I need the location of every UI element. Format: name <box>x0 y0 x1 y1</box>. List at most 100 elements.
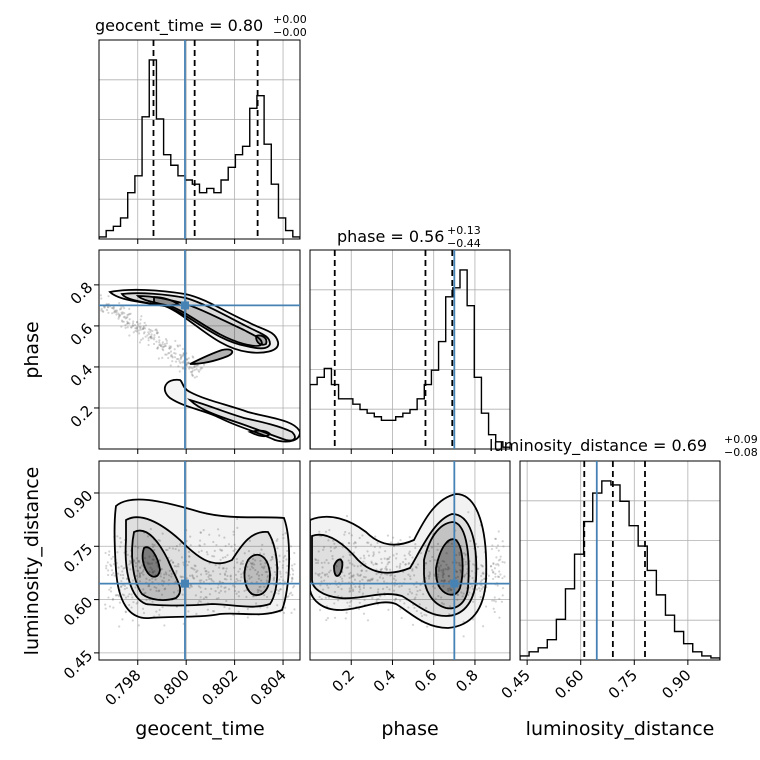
sample-point <box>136 325 139 329</box>
sample-point <box>200 549 203 553</box>
sample-point <box>320 580 323 583</box>
sample-point <box>348 590 351 593</box>
sample-point <box>107 295 110 298</box>
sample-point <box>424 607 428 610</box>
sample-point <box>339 575 342 578</box>
sample-point <box>492 570 495 574</box>
sample-point <box>202 529 205 532</box>
sample-point <box>420 551 423 555</box>
sample-point <box>448 587 451 590</box>
sample-point <box>249 568 252 571</box>
sample-point <box>157 590 160 593</box>
sample-point <box>122 577 125 580</box>
title-geocent-time-minus: −0.00 <box>273 26 307 39</box>
sample-point <box>152 338 156 341</box>
sample-point <box>158 539 162 542</box>
ytick-phase: 0.6 <box>67 320 97 350</box>
sample-point <box>262 553 266 556</box>
sample-point <box>204 620 206 622</box>
sample-point <box>251 558 255 561</box>
sample-point <box>439 564 443 567</box>
sample-point <box>152 342 156 346</box>
sample-point <box>468 591 471 594</box>
sample-point <box>255 573 259 576</box>
sample-point <box>502 545 505 548</box>
sample-point <box>334 545 338 549</box>
sample-point <box>369 586 372 590</box>
sample-point <box>448 605 452 608</box>
sample-point <box>381 577 385 580</box>
sample-point <box>227 588 231 591</box>
sample-point <box>354 541 357 544</box>
sample-point <box>167 579 171 582</box>
sample-point <box>340 588 343 591</box>
sample-point <box>278 554 281 557</box>
sample-point <box>354 546 357 549</box>
sample-point <box>264 562 267 565</box>
sample-point <box>413 598 416 601</box>
sample-point <box>261 663 263 665</box>
sample-point <box>207 575 210 579</box>
sample-point <box>260 590 263 593</box>
sample-point <box>498 616 501 619</box>
sample-point <box>233 543 236 546</box>
sample-point <box>252 595 255 598</box>
sample-point <box>135 330 139 333</box>
sample-point <box>226 554 229 557</box>
sample-point <box>301 699 303 701</box>
sample-point <box>314 558 318 562</box>
sample-point <box>385 565 388 568</box>
sample-point <box>482 571 485 574</box>
sample-point <box>434 597 437 600</box>
sample-point <box>410 592 414 595</box>
sample-point <box>202 580 205 583</box>
sample-point <box>351 563 354 566</box>
sample-point <box>358 536 361 540</box>
sample-point <box>120 565 123 568</box>
sample-point <box>317 574 321 577</box>
sample-point <box>153 585 156 589</box>
sample-point <box>208 577 211 581</box>
sample-point <box>349 554 352 557</box>
sample-point <box>160 345 163 348</box>
sample-point <box>476 545 480 549</box>
sample-point <box>394 597 397 600</box>
sample-point <box>372 551 375 554</box>
sample-point <box>149 328 152 332</box>
sample-point <box>185 358 189 361</box>
sample-point <box>464 554 467 557</box>
sample-point <box>165 548 168 552</box>
sample-point <box>197 550 200 554</box>
sample-point <box>115 311 118 314</box>
sample-point <box>289 690 291 692</box>
sample-point <box>149 335 152 339</box>
sample-point <box>217 629 219 631</box>
sample-point <box>225 567 228 570</box>
panel-frame <box>98 39 301 240</box>
sample-point <box>421 593 425 596</box>
sample-point <box>153 336 156 339</box>
sample-point <box>473 579 476 582</box>
sample-point <box>219 641 221 643</box>
sample-point <box>491 569 494 572</box>
sample-point <box>470 570 474 573</box>
sample-point <box>149 330 152 333</box>
sample-point <box>378 551 381 554</box>
sample-point <box>240 561 243 564</box>
sample-point <box>263 594 266 597</box>
sample-point <box>110 564 113 568</box>
sample-point <box>138 325 141 328</box>
sample-point <box>134 565 138 568</box>
sample-point <box>411 623 415 626</box>
sample-point <box>155 589 158 592</box>
sample-point <box>399 538 402 542</box>
sample-point <box>349 571 352 574</box>
sample-point <box>471 585 474 588</box>
sample-point <box>139 566 142 569</box>
sample-point <box>379 568 382 571</box>
sample-point <box>462 575 465 578</box>
sample-point <box>175 544 178 548</box>
sample-point <box>233 566 236 569</box>
sample-point <box>282 556 285 559</box>
sample-point <box>367 554 371 557</box>
